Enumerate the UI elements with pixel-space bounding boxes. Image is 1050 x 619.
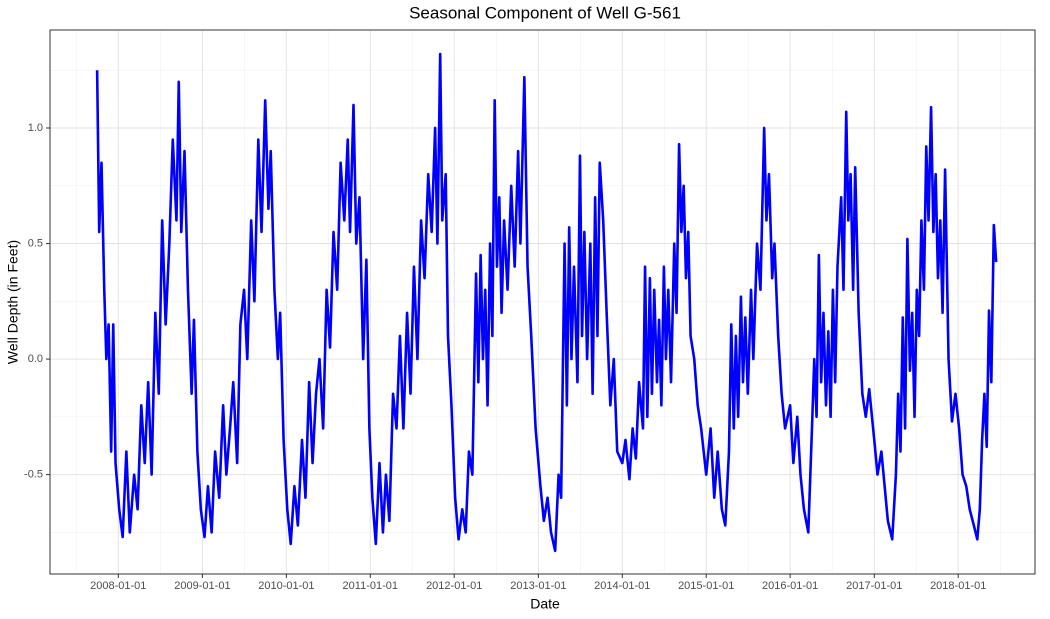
panel-border bbox=[49, 29, 1036, 575]
y-tick-label: 0.5 bbox=[28, 237, 43, 249]
chart-title: Seasonal Component of Well G-561 bbox=[409, 3, 681, 22]
x-tick-label: 2011-01-01 bbox=[343, 580, 398, 592]
x-tick-label: 2012-01-01 bbox=[426, 580, 482, 592]
x-tick-label: 2009-01-01 bbox=[174, 580, 230, 592]
y-tick-label: -0.5 bbox=[24, 469, 43, 481]
grid bbox=[50, 30, 1035, 574]
y-tick-label: 1.0 bbox=[28, 122, 43, 134]
panel bbox=[50, 30, 1035, 574]
x-tick-label: 2015-01-01 bbox=[678, 580, 734, 592]
x-tick-label: 2017-01-01 bbox=[846, 580, 902, 592]
x-tick-label: 2018-01-01 bbox=[930, 580, 986, 592]
marks bbox=[95, 52, 998, 553]
x-tick-label: 2016-01-01 bbox=[762, 580, 818, 592]
x-tick-label: 2013-01-01 bbox=[510, 580, 566, 592]
y-tick-label: 0.0 bbox=[28, 353, 43, 365]
line bbox=[95, 52, 998, 553]
y-axis-title: Well Depth (in Feet) bbox=[5, 240, 21, 364]
x-tick-label: 2010-01-01 bbox=[258, 580, 314, 592]
x-tick-label: 2014-01-01 bbox=[594, 580, 650, 592]
x-tick-label: 2008-01-01 bbox=[90, 580, 146, 592]
x-axis-title: Date bbox=[530, 596, 560, 612]
